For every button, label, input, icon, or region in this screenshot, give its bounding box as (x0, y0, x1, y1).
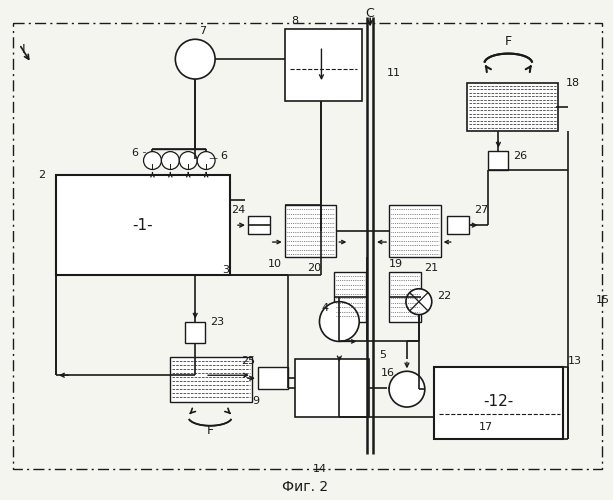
Bar (13, 24, 602, 468)
Text: 13: 13 (568, 356, 582, 366)
Text: 10: 10 (268, 259, 282, 269)
Text: 7: 7 (199, 26, 206, 36)
Circle shape (161, 152, 180, 170)
Text: -12-: -12- (483, 394, 514, 408)
Text: 18: 18 (566, 78, 580, 88)
Bar (466, 83, 558, 130)
Text: I: I (21, 44, 25, 57)
Text: 6: 6 (220, 150, 227, 160)
Text: F: F (207, 424, 214, 438)
Text: 25: 25 (241, 356, 255, 366)
Text: 8: 8 (292, 16, 299, 26)
Text: 22: 22 (436, 290, 451, 300)
Circle shape (175, 40, 215, 79)
Bar (284, 30, 362, 101)
Circle shape (197, 152, 215, 170)
Bar (248, 216, 270, 234)
Text: 21: 21 (424, 263, 438, 273)
Bar (185, 322, 205, 344)
Text: 23: 23 (210, 316, 224, 326)
Bar (334, 272, 366, 322)
Text: 17: 17 (479, 422, 493, 432)
Text: 15: 15 (596, 294, 610, 304)
Text: C: C (365, 7, 373, 20)
Circle shape (180, 152, 197, 170)
Circle shape (143, 152, 161, 170)
Text: 11: 11 (387, 68, 401, 78)
Text: Фиг. 2: Фиг. 2 (283, 480, 329, 494)
Circle shape (406, 289, 432, 314)
Text: 4: 4 (321, 302, 329, 312)
Text: 14: 14 (313, 464, 327, 473)
Text: F: F (504, 35, 512, 48)
Text: 19: 19 (389, 259, 403, 269)
Text: 24: 24 (230, 205, 245, 215)
Bar (284, 206, 337, 257)
Bar (258, 368, 287, 389)
Text: 9: 9 (252, 396, 259, 406)
Text: 20: 20 (307, 263, 321, 273)
Text: -1-: -1- (132, 218, 153, 232)
Bar (489, 150, 508, 171)
Circle shape (319, 302, 359, 342)
Circle shape (389, 372, 425, 407)
Bar (295, 360, 369, 417)
Text: 6: 6 (132, 148, 139, 158)
Bar (447, 216, 468, 234)
Text: 27: 27 (474, 205, 489, 215)
Bar (389, 206, 441, 257)
Text: 26: 26 (513, 150, 527, 160)
Text: 3: 3 (222, 265, 229, 275)
Text: 16: 16 (381, 368, 395, 378)
Bar (56, 176, 230, 275)
Bar (170, 358, 252, 402)
Bar (389, 272, 421, 322)
Bar (434, 368, 563, 439)
Text: 5: 5 (379, 350, 386, 360)
Text: 2: 2 (38, 170, 45, 180)
